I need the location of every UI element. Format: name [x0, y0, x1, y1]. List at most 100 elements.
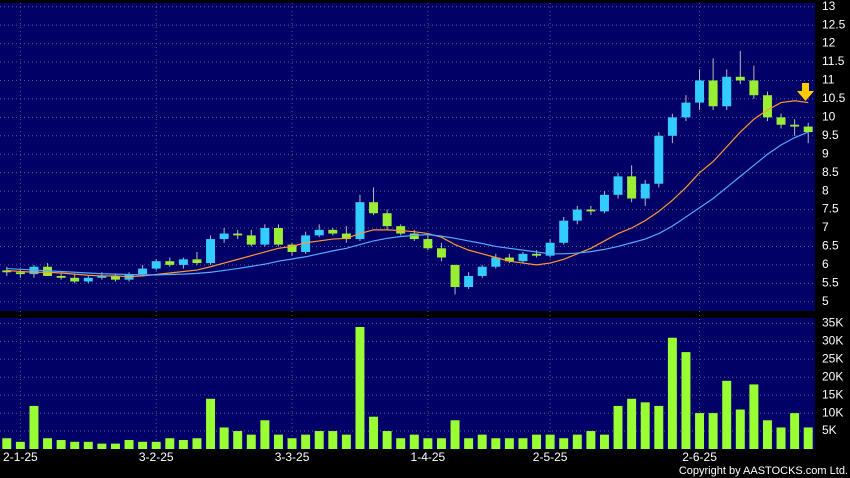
y-tick-label: 12.5 [822, 17, 846, 31]
y-tick-label: 7.5 [822, 202, 839, 216]
volume-bar [110, 443, 120, 449]
candle-body [273, 228, 283, 245]
candle-body [504, 257, 514, 262]
x-tick-label: 2-1-25 [3, 450, 38, 464]
volume-bar [219, 427, 229, 449]
volume-bar [464, 438, 474, 449]
moving-average-line [6, 100, 809, 278]
volume-bar [192, 438, 202, 449]
volume-bar [97, 443, 107, 449]
candle-body [654, 135, 664, 184]
candle-body [776, 117, 786, 125]
y-tick-label: 10 [822, 110, 836, 124]
volume-bar [301, 434, 311, 449]
candle-body [695, 80, 705, 103]
candle-body [301, 235, 311, 252]
volume-bar [43, 438, 53, 449]
arrow-icon [797, 83, 814, 101]
candle-body [423, 239, 433, 249]
candle-body [627, 176, 637, 199]
candle-body [491, 257, 501, 267]
volume-panel [0, 318, 815, 449]
candle-body [219, 233, 229, 240]
volume-bar [165, 438, 175, 449]
volume-bar [409, 434, 419, 449]
volume-bar [260, 420, 270, 449]
volume-bar [83, 441, 93, 449]
volume-bar [178, 440, 188, 449]
volume-bar [559, 438, 569, 449]
candle-body [355, 202, 365, 240]
y-tick-label: 20K [822, 369, 843, 383]
x-tick-label: 1-4-25 [411, 450, 446, 464]
volume-bar [762, 420, 772, 449]
candle-body [599, 194, 609, 212]
candle-body [586, 209, 596, 212]
volume-bar [56, 440, 66, 449]
candle-body [314, 229, 324, 236]
y-tick-label: 8 [822, 183, 829, 197]
y-tick-label: 5.5 [822, 276, 839, 290]
volume-bar [233, 431, 243, 449]
candle-body [749, 80, 759, 96]
candle-body [97, 275, 107, 278]
y-tick-label: 6.5 [822, 239, 839, 253]
candle-body [246, 235, 256, 245]
volume-bar [314, 431, 324, 449]
candle-body [151, 261, 161, 269]
volume-bar [613, 405, 623, 449]
moving-average-line [6, 131, 809, 276]
volume-bar [695, 413, 705, 449]
x-tick-label: 3-3-25 [275, 450, 310, 464]
y-tick-label: 11 [822, 73, 835, 87]
y-tick-label: 25K [822, 351, 843, 365]
candle-body [762, 95, 772, 118]
candle-body [110, 275, 120, 280]
volume-bar [790, 413, 800, 449]
y-tick-label: 6 [822, 257, 829, 271]
volume-bar [70, 441, 80, 449]
volume-bar [396, 438, 406, 449]
y-tick-label: 10.5 [822, 91, 846, 105]
volume-bar [545, 434, 555, 449]
y-tick-label: 5K [822, 423, 837, 437]
volume-bar [382, 431, 392, 449]
y-tick-label: 7 [822, 220, 829, 234]
volume-bar [151, 441, 161, 449]
candle-body [667, 117, 677, 136]
candle-body [178, 259, 188, 265]
y-tick-label: 5 [822, 294, 829, 308]
candle-body [382, 213, 392, 227]
candle-body [532, 253, 542, 256]
volume-bar [627, 398, 637, 449]
candle-body [559, 220, 569, 243]
x-tick-label: 2-6-25 [682, 450, 717, 464]
volume-bar [708, 413, 718, 449]
candle-body [328, 229, 338, 234]
volume-bar [586, 431, 596, 449]
candle-body [681, 102, 691, 118]
volume-bar [341, 434, 351, 449]
candle-body [369, 202, 379, 214]
candle-body [572, 209, 582, 221]
candle-body [708, 80, 718, 107]
volume-bar [735, 409, 745, 449]
x-tick-label: 3-2-25 [139, 450, 174, 464]
candle-body [396, 226, 406, 234]
candle-body [613, 176, 623, 195]
volume-bar [423, 438, 433, 449]
volume-bar [273, 434, 283, 449]
volume-bar [532, 434, 542, 449]
volume-bar [15, 441, 25, 449]
candle-body [450, 264, 460, 288]
volume-bar [504, 438, 514, 449]
volume-bar [138, 441, 148, 449]
volume-bar [246, 434, 256, 449]
y-tick-label: 35K [822, 316, 843, 330]
candle-body [409, 233, 419, 240]
y-tick-label: 30K [822, 334, 843, 348]
candle-body [83, 277, 93, 282]
candle-body [477, 266, 487, 276]
candle-body [518, 253, 528, 262]
